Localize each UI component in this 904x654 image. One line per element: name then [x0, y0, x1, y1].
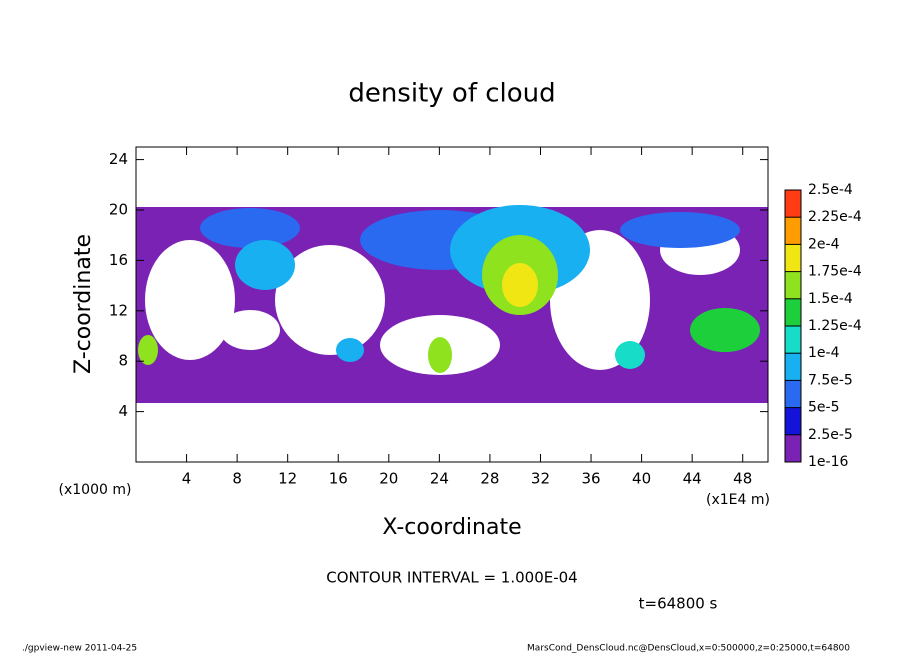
colorbar-band — [785, 380, 801, 408]
colorbar-label: 2.5e-5 — [808, 427, 853, 443]
x-axis-title: X-coordinate — [382, 515, 521, 540]
plot-frame — [135, 146, 769, 463]
x-tick-label: 16 — [329, 470, 348, 488]
colorbar-label: 7.5e-5 — [808, 372, 853, 388]
colorbar-band — [785, 217, 801, 245]
colorbar-band — [785, 407, 801, 435]
field-blob — [502, 263, 538, 307]
colorbar-label: 2.5e-4 — [808, 182, 853, 198]
x-tick-label: 36 — [581, 470, 600, 488]
y-tick-label: 12 — [109, 301, 128, 319]
field-blob — [620, 212, 740, 248]
field-blob — [336, 338, 364, 362]
colorbar-band — [785, 326, 801, 354]
x-unit-label: (x1E4 m) — [706, 492, 770, 508]
colorbar-band — [785, 190, 801, 218]
colorbar-label: 1e-16 — [808, 454, 848, 470]
field-blob — [428, 337, 452, 373]
x-tick-label: 32 — [531, 470, 550, 488]
y-axis-title: Z-coordinate — [71, 234, 96, 374]
y-unit-label: (x1000 m) — [59, 482, 132, 498]
chart-title: density of cloud — [348, 79, 555, 109]
colorbar-label: 2e-4 — [808, 236, 840, 252]
colorbar-label: 1e-4 — [808, 345, 840, 361]
y-tick-label: 4 — [118, 402, 128, 420]
x-tick-label: 44 — [683, 470, 702, 488]
x-tick-label: 40 — [632, 470, 651, 488]
colorbar-label: 1.5e-4 — [808, 291, 853, 307]
cloud-field — [136, 205, 768, 403]
colorbar-band — [785, 353, 801, 381]
x-tick-label: 24 — [430, 470, 449, 488]
y-tick-label: 20 — [109, 201, 128, 219]
x-tick-label: 28 — [480, 470, 499, 488]
field-blob — [615, 341, 645, 369]
footer-right: MarsCond_DensCloud.nc@DensCloud,x=0:5000… — [527, 644, 850, 654]
colorbar-band — [785, 244, 801, 272]
x-tick-label: 48 — [733, 470, 752, 488]
y-tick-label: 8 — [118, 352, 128, 370]
colorbar-label: 1.75e-4 — [808, 264, 862, 280]
field-blob — [138, 335, 158, 365]
field-blob — [235, 240, 295, 290]
colorbar-band — [785, 298, 801, 326]
x-tick-label: 8 — [232, 470, 242, 488]
colorbar-label: 5e-5 — [808, 400, 839, 416]
footer-left: ./gpview-new 2011-04-25 — [22, 644, 137, 654]
field-hole — [145, 240, 235, 360]
field-hole — [220, 310, 280, 350]
colorbar-band — [785, 434, 801, 462]
time-label: t=64800 s — [639, 595, 718, 613]
colorbar-band — [785, 271, 801, 299]
contour-interval: CONTOUR INTERVAL = 1.000E-04 — [326, 569, 577, 587]
colorbar-label: 2.25e-4 — [808, 209, 862, 225]
x-tick-label: 20 — [379, 470, 398, 488]
field-blob — [200, 208, 300, 248]
field-hole — [275, 245, 385, 355]
colorbar-label: 1.25e-4 — [808, 318, 862, 334]
y-tick-label: 24 — [109, 150, 128, 168]
x-tick-label: 12 — [278, 470, 297, 488]
x-tick-label: 4 — [182, 470, 192, 488]
y-tick-label: 16 — [109, 251, 128, 269]
field-blob — [690, 308, 760, 352]
